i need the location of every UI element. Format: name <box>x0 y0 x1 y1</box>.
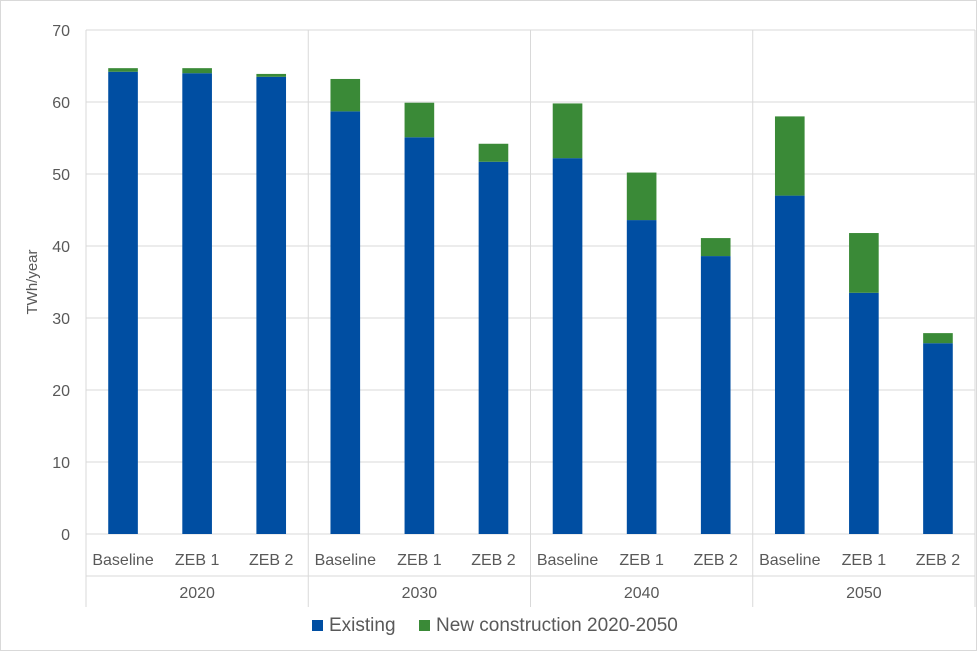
bar-new-construction <box>774 116 805 196</box>
bar-new-construction <box>256 73 287 77</box>
x-group-label: 2020 <box>179 585 215 602</box>
x-category-label: Baseline <box>759 552 820 569</box>
x-category-label: ZEB 2 <box>916 552 961 569</box>
bar-existing <box>182 73 212 534</box>
x-axis: Baseline ZEB 1 ZEB 2 Baseline ZEB 1 ZEB 2 Base… <box>85 30 976 607</box>
bar-existing <box>256 76 287 535</box>
bar-new-construction <box>404 102 435 138</box>
bar-new-construction <box>182 68 212 74</box>
y-tick-label: 70 <box>52 23 70 40</box>
bar-new-construction <box>626 172 657 221</box>
bar-existing <box>849 292 879 534</box>
x-category-label: ZEB 1 <box>842 552 887 569</box>
x-group-label: 2030 <box>402 585 438 602</box>
x-category-label: Baseline <box>315 552 376 569</box>
x-category-label: ZEB 1 <box>397 552 442 569</box>
bar-new-construction <box>552 103 583 159</box>
x-group-label: 2040 <box>624 585 660 602</box>
bar-existing <box>774 195 805 534</box>
bar-existing <box>330 111 361 535</box>
y-tick-label: 40 <box>52 239 70 256</box>
bar-new-construction <box>478 143 509 162</box>
bar-new-construction <box>923 333 953 344</box>
bar-new-construction <box>849 233 879 293</box>
legend-label: New construction 2020-2050 <box>436 615 678 636</box>
y-tick-label: 30 <box>52 311 70 328</box>
bar-existing <box>108 71 138 534</box>
x-category-label: ZEB 2 <box>471 552 516 569</box>
bar-existing <box>552 158 583 534</box>
legend-label: Existing <box>329 615 396 636</box>
bars <box>108 68 953 535</box>
y-tick-label: 10 <box>52 455 70 472</box>
bar-new-construction <box>330 78 361 112</box>
gridlines: 0 10 20 30 40 50 60 70 <box>52 23 975 544</box>
legend: Existing New construction 2020-2050 <box>312 615 678 636</box>
x-category-label: ZEB 1 <box>175 552 220 569</box>
y-axis-label: TWh/year <box>24 249 41 314</box>
x-group-label: 2050 <box>846 585 882 602</box>
x-category-label: ZEB 2 <box>693 552 738 569</box>
bar-existing <box>478 161 509 534</box>
x-category-label: ZEB 1 <box>619 552 664 569</box>
x-category-label: Baseline <box>92 552 153 569</box>
y-tick-label: 20 <box>52 383 70 400</box>
legend-swatch <box>419 620 430 631</box>
x-category-label: ZEB 2 <box>249 552 294 569</box>
x-category-label: Baseline <box>537 552 598 569</box>
bar-new-construction <box>700 238 731 257</box>
bar-new-construction <box>108 68 138 72</box>
bar-existing <box>404 137 435 534</box>
y-tick-label: 50 <box>52 167 70 184</box>
bar-existing <box>700 256 731 534</box>
legend-swatch <box>312 620 323 631</box>
bar-existing <box>923 343 953 534</box>
y-tick-label: 60 <box>52 95 70 112</box>
bar-existing <box>626 220 657 534</box>
y-tick-label: 0 <box>61 527 70 544</box>
